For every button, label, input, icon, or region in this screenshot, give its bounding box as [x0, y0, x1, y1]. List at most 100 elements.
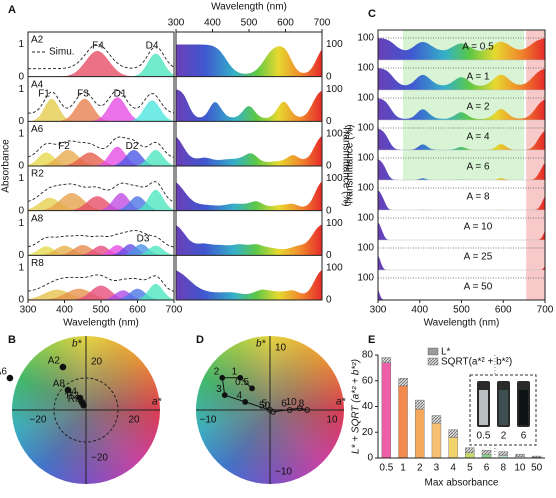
peak-label: F1: [38, 88, 50, 99]
y2-tick-label: 100: [326, 84, 343, 95]
row-label: A = 2: [466, 102, 490, 113]
bar: [498, 451, 508, 456]
x-tick-label: 300: [370, 305, 387, 316]
y-tick-label: 100: [357, 243, 374, 254]
absorbance-band: [28, 196, 174, 211]
y-tick-label: 100: [357, 183, 374, 194]
point-label: R8: [68, 394, 81, 405]
x-axis-label: Max absorbance: [425, 478, 499, 489]
point: [80, 401, 87, 409]
row-label: A = 4: [466, 132, 490, 143]
transmittance-area: [176, 44, 322, 77]
absorbance-band: [28, 100, 174, 122]
point: [219, 374, 226, 381]
transmittance-area: [378, 254, 545, 270]
absorbance-band: [28, 98, 174, 122]
panel-label: C: [368, 8, 376, 20]
x-axis-label: Wavelength (nm): [211, 2, 287, 13]
x-tick-label: 8: [500, 463, 506, 474]
inset-label: 6: [521, 431, 527, 442]
row-label: A2: [31, 35, 44, 46]
x-tick-label: 50: [531, 463, 543, 474]
row-label: R8: [31, 258, 44, 269]
absorbance-band: [28, 196, 174, 211]
row-label: A8: [31, 213, 44, 224]
absorbance-band: [28, 53, 174, 77]
y-tick-label: 0: [18, 295, 24, 306]
absorbance-band: [28, 245, 174, 256]
simulated-curve: [27, 136, 175, 158]
row-label: A = 6: [466, 162, 490, 173]
y-tick-label: 100: [357, 33, 374, 44]
y-tick-label: 0: [367, 453, 373, 464]
absorbance-band: [28, 245, 174, 256]
panel-label: E: [368, 334, 375, 346]
point: [221, 392, 228, 399]
point-label: A4: [65, 387, 78, 398]
x-axis-label: a*: [336, 397, 347, 408]
y-tick-label: 100: [357, 273, 374, 284]
y2-tick-label: 100: [326, 128, 343, 139]
y2-tick-label: 0: [326, 250, 332, 261]
y-tick-label: 0: [18, 205, 24, 216]
legend-label: Simu.: [49, 47, 75, 58]
y-tick-label: −10: [275, 467, 292, 478]
x-tick-label: 10: [514, 463, 526, 474]
y-tick-label: 1: [18, 218, 24, 229]
point-label: 1: [232, 366, 238, 377]
absorbance-band: [28, 288, 174, 300]
y-axis-label: Absorbance: [1, 139, 12, 193]
y-tick-label: 1: [18, 84, 24, 95]
point-label: 5: [261, 399, 267, 410]
y-tick-label: 0: [18, 250, 24, 261]
y-tick-label: 0: [18, 116, 24, 127]
bar: [415, 399, 425, 410]
point-label: 10: [286, 397, 298, 408]
point: [296, 405, 303, 412]
point: [64, 386, 72, 394]
absorbance-band: [28, 152, 174, 166]
absorbance-band: [28, 284, 174, 300]
x-tick-label: 400: [204, 18, 221, 29]
y-tick-label: −20: [91, 453, 108, 464]
transmittance-area: [378, 190, 545, 210]
y-tick-label: 10: [275, 343, 287, 354]
y-axis-label: Transmittance (%): [345, 124, 356, 205]
x-tick-label: 3: [434, 463, 440, 474]
absorbance-band: [28, 150, 174, 166]
y-axis-label: b*: [256, 339, 267, 350]
y-tick-label: 1: [18, 262, 24, 273]
y-tick-label: 100: [357, 213, 374, 224]
vial-liquid: [479, 390, 488, 425]
y-tick-label: 0: [18, 161, 24, 172]
absorbance-band: [28, 152, 174, 166]
x-tick-label: 2: [417, 463, 423, 474]
x-tick-label: 500: [93, 305, 110, 316]
point-label: 6: [281, 399, 287, 410]
point: [242, 399, 249, 405]
y2-tick-label: 0: [326, 161, 332, 172]
point-label: A2: [48, 356, 61, 367]
point: [270, 408, 277, 415]
absorbance-band: [28, 288, 174, 300]
row-label: R2: [31, 169, 44, 180]
absorbance-band: [28, 189, 174, 211]
x-tick-label: 500: [241, 18, 258, 29]
x-tick-label: 4: [450, 463, 456, 474]
absorbance-band: [28, 193, 174, 211]
bar: [481, 450, 492, 455]
absorbance-band: [28, 246, 174, 256]
transmittance-area: [378, 221, 545, 240]
x-tick-label: 700: [166, 305, 183, 316]
x-tick-label: 300: [20, 305, 37, 316]
point-label: 2: [214, 366, 220, 377]
absorbance-band: [28, 51, 174, 77]
y2-tick-label: 100: [326, 262, 343, 273]
peak-label: D1: [114, 88, 127, 99]
row-label: A = 50: [464, 282, 493, 293]
panel-label: B: [8, 334, 16, 346]
row-label: A = 25: [464, 252, 493, 263]
panel-label: D: [196, 334, 204, 346]
y2-tick-label: 0: [326, 205, 332, 216]
